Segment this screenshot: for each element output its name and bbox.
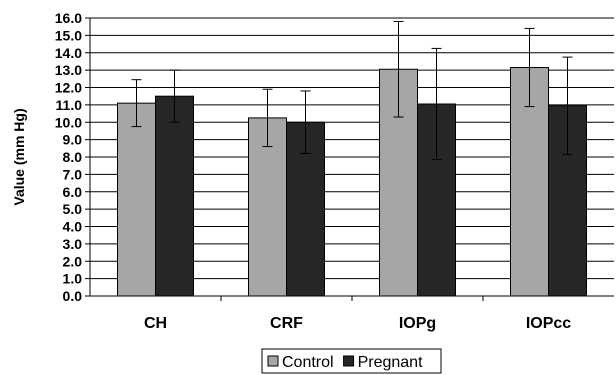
y-tick-label: 6.0 bbox=[63, 184, 83, 200]
y-tick-label: 5.0 bbox=[63, 201, 83, 217]
legend-swatch-control bbox=[268, 356, 278, 366]
y-tick-label: 16.0 bbox=[55, 10, 82, 26]
y-tick-label: 9.0 bbox=[63, 132, 83, 148]
y-tick-label: 4.0 bbox=[63, 219, 83, 235]
y-tick-label: 10.0 bbox=[55, 114, 82, 130]
bar-control-ch bbox=[118, 103, 156, 296]
legend-label-control: Control bbox=[282, 354, 334, 371]
y-tick-label: 14.0 bbox=[55, 45, 82, 61]
legend: Control Pregnant bbox=[262, 349, 441, 373]
y-tick-label: 2.0 bbox=[63, 253, 83, 269]
y-tick-label: 12.0 bbox=[55, 80, 82, 96]
y-tick-label: 0.0 bbox=[63, 288, 83, 304]
legend-swatch-pregnant bbox=[344, 356, 354, 366]
legend-label-pregnant: Pregnant bbox=[358, 354, 423, 371]
y-axis-title: Value (mm Hg) bbox=[11, 108, 27, 205]
y-tick-label: 3.0 bbox=[63, 236, 83, 252]
y-tick-label: 7.0 bbox=[63, 166, 83, 182]
y-tick-label: 13.0 bbox=[55, 62, 82, 78]
category-label: CH bbox=[144, 315, 167, 332]
y-tick-label: 1.0 bbox=[63, 271, 83, 287]
error-bars bbox=[132, 21, 573, 159]
category-label: IOPcc bbox=[526, 315, 571, 332]
y-tick-labels: 0.01.0 2.03.04.0 5.06.0 7.08.09.0 10.011.012… bbox=[55, 10, 82, 304]
bar-pregnant-ch bbox=[156, 96, 194, 296]
y-tick-label: 11.0 bbox=[56, 97, 83, 113]
y-tick-label: 15.0 bbox=[55, 27, 82, 43]
category-label: IOPg bbox=[399, 315, 436, 332]
y-tick-label: 8.0 bbox=[63, 149, 83, 165]
category-labels: CH CRF IOPg IOPcc bbox=[144, 315, 571, 332]
category-label: CRF bbox=[270, 315, 303, 332]
